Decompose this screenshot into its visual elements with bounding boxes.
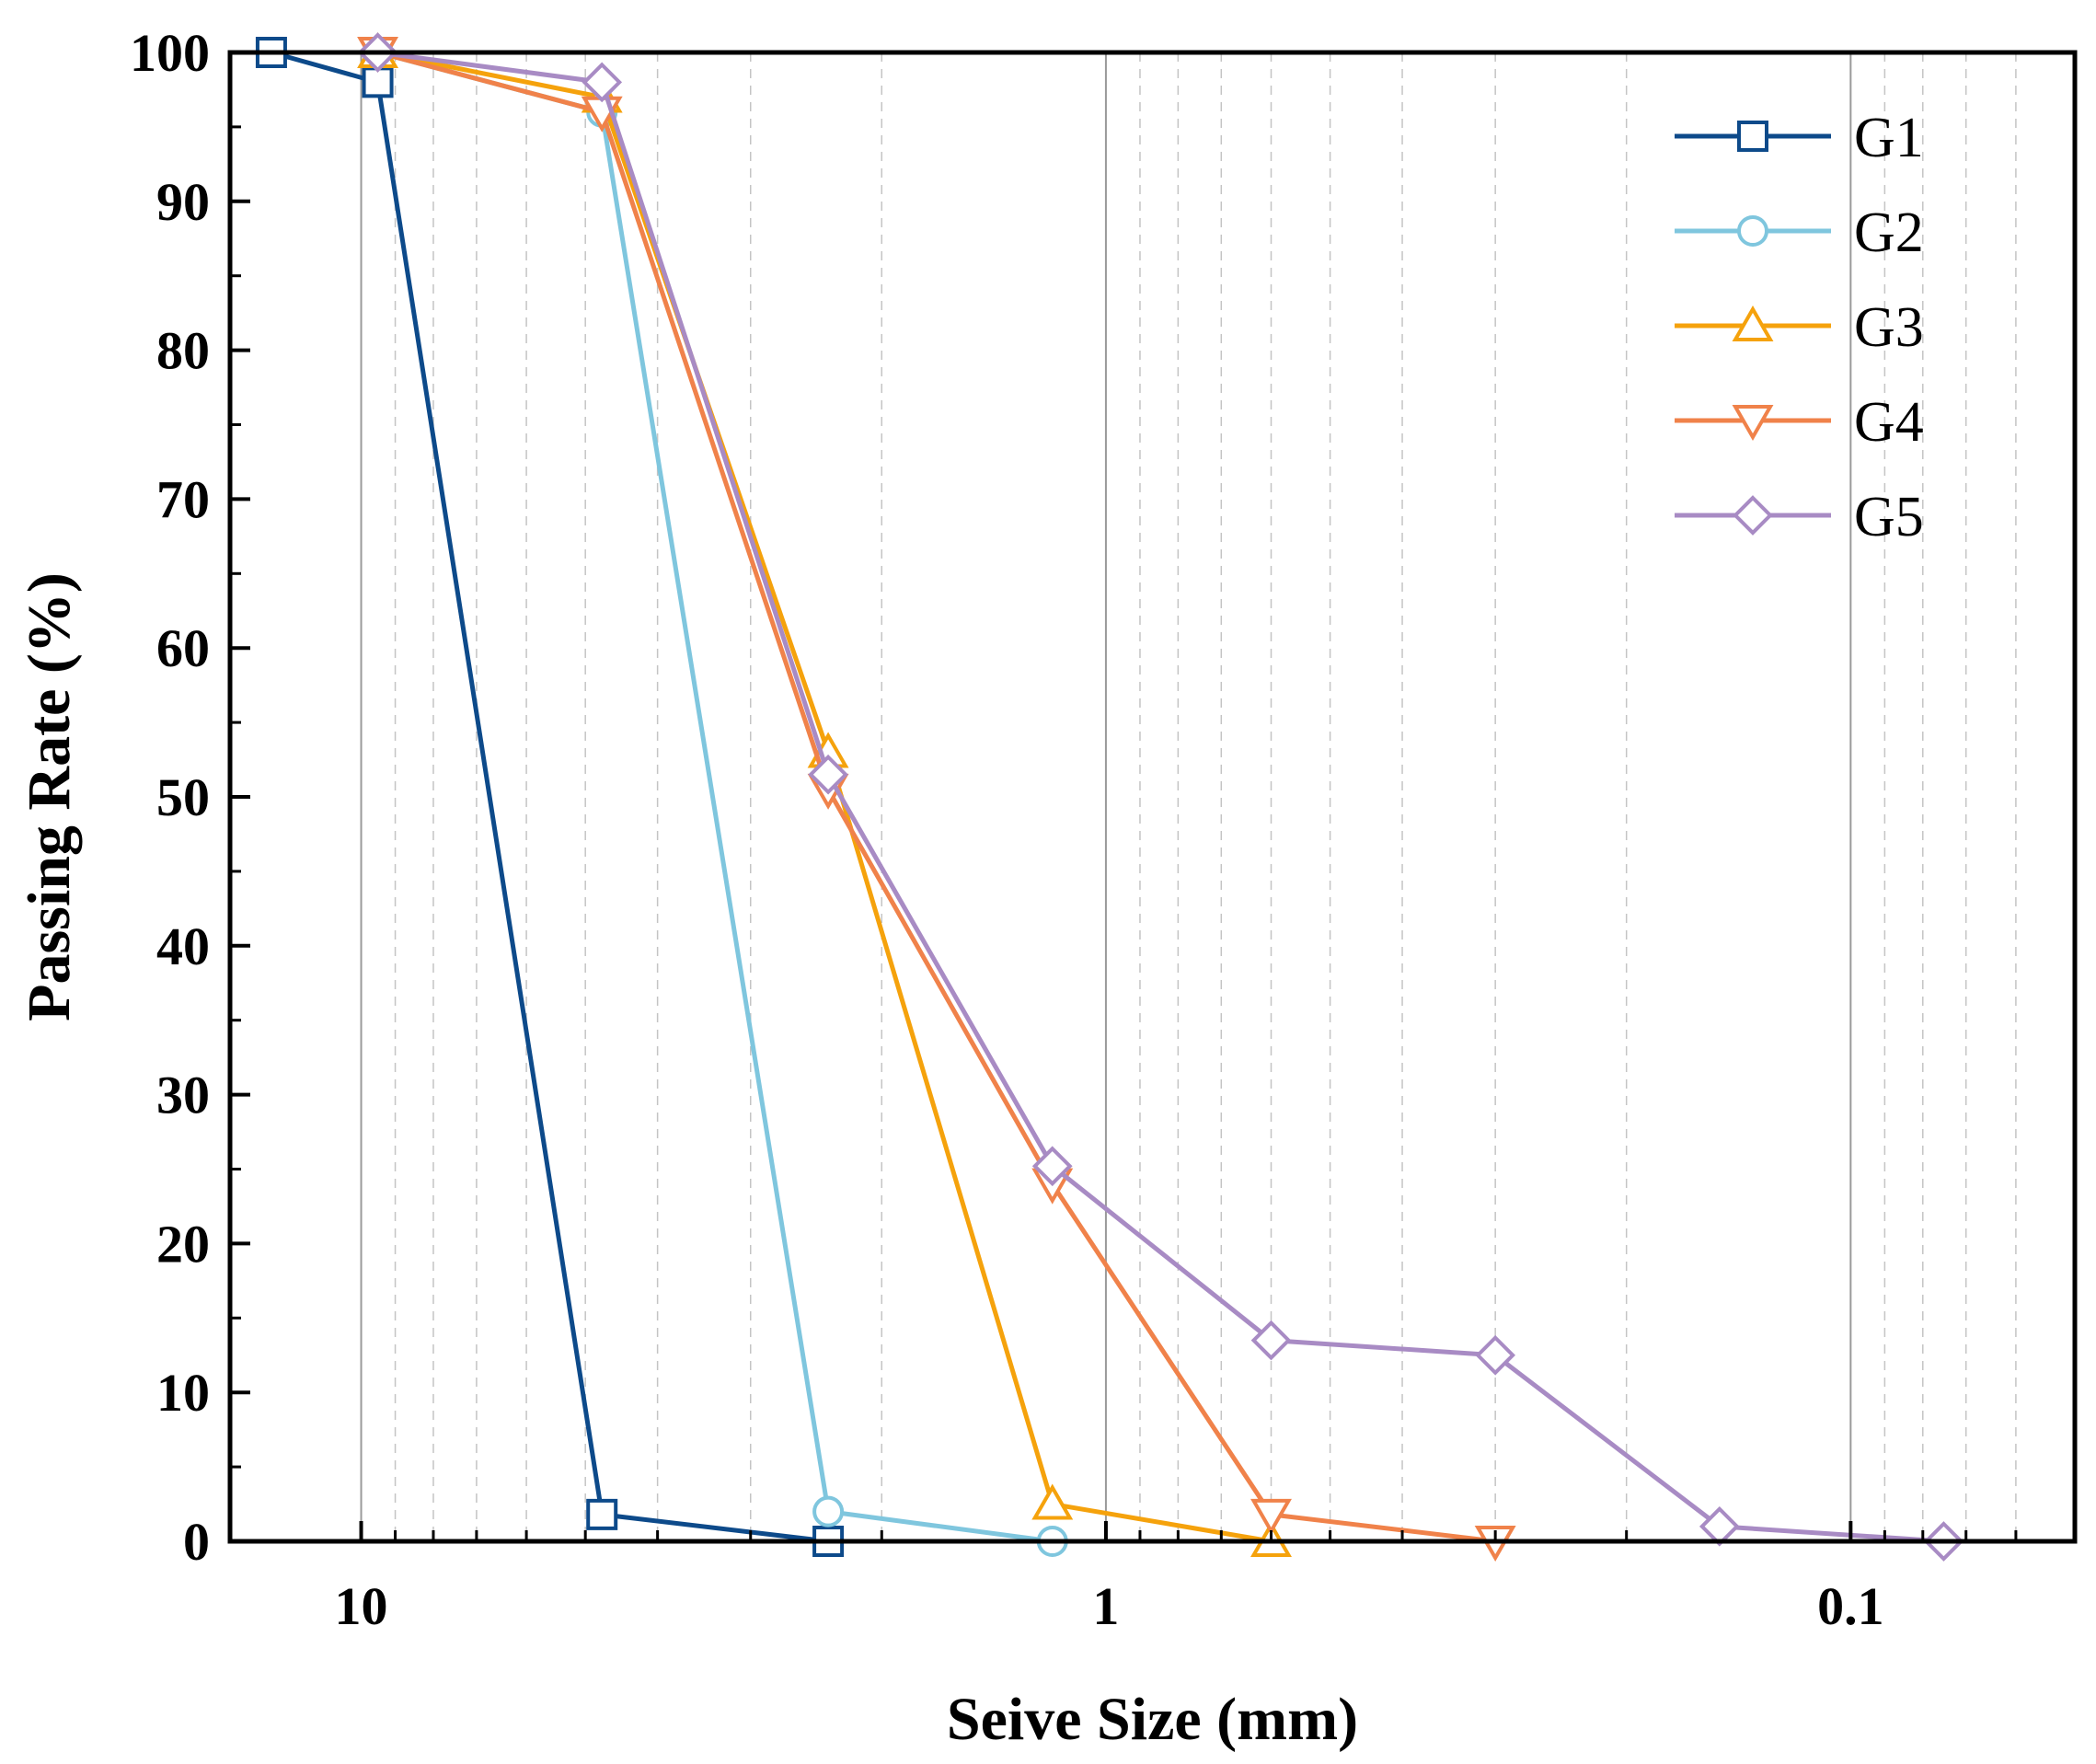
y-tick-label: 50 [156,767,210,827]
y-tick-label: 30 [156,1066,210,1125]
y-tick-label: 40 [156,917,210,976]
legend-item-g2: G2 [1675,202,1924,264]
series-g5 [357,32,1964,1562]
data-point-g5 [582,62,623,103]
data-point-g5 [1250,1320,1292,1361]
y-tick-label: 20 [156,1214,210,1274]
data-point-g5 [1475,1334,1515,1376]
series-line-g2 [376,50,1054,1544]
legend-marker [1737,215,1768,247]
legend-marker [1732,405,1774,442]
legend-item-g3: G3 [1675,296,1924,359]
y-tick-label: 10 [156,1363,210,1423]
legend-label: G4 [1854,391,1924,454]
data-point-g5 [1031,1146,1073,1187]
legend: G1 G2 G3 G4 G5 [1675,107,1924,548]
legend-marker [1732,305,1774,341]
legend-item-g1: G1 [1675,107,1924,169]
y-tick-label: 90 [156,172,210,232]
series-line-g4 [376,50,1496,1544]
y-tick-label: 100 [130,23,210,83]
legend-item-g5: G5 [1675,486,1924,548]
y-axis-title: Passing Rate (%) [16,572,83,1021]
series-g4 [357,37,1516,1562]
grid-layer [360,52,2076,1541]
y-tick-label: 80 [156,321,210,381]
y-tick-label: 70 [156,469,210,529]
legend-marker [1733,495,1773,536]
x-tick-label: 0.1 [1817,1576,1884,1636]
legend-label: G3 [1854,296,1924,359]
legend-item-g4: G4 [1675,391,1924,454]
data-point-g4 [1250,1498,1292,1535]
legend-label: G2 [1854,202,1924,264]
plot-area-frame [227,50,2078,1544]
y-tick-label: 0 [183,1512,210,1572]
data-point-g5 [1699,1505,1740,1547]
series-layer [255,31,1964,1562]
data-point-g3 [1031,1483,1074,1520]
axes-layer: 10 1 0.1 0 10 20 30 40 50 60 70 80 90 100 [130,23,2077,1636]
legend-marker [1737,121,1768,152]
x-axis-title: Seive Size (mm) [947,1686,1358,1753]
x-tick-label: 1 [1092,1576,1119,1636]
series-line-g5 [377,50,1944,1544]
series-line-g1 [271,50,829,1544]
data-point-g5 [808,754,848,795]
series-g1 [255,37,845,1557]
x-tick-label: 10 [335,1576,388,1636]
series-g2 [362,37,1068,1557]
y-tick-label: 60 [156,618,210,678]
legend-label: G1 [1854,107,1924,169]
data-point-g2 [812,1495,845,1528]
data-point-g1 [586,1498,618,1530]
legend-label: G5 [1854,486,1924,548]
